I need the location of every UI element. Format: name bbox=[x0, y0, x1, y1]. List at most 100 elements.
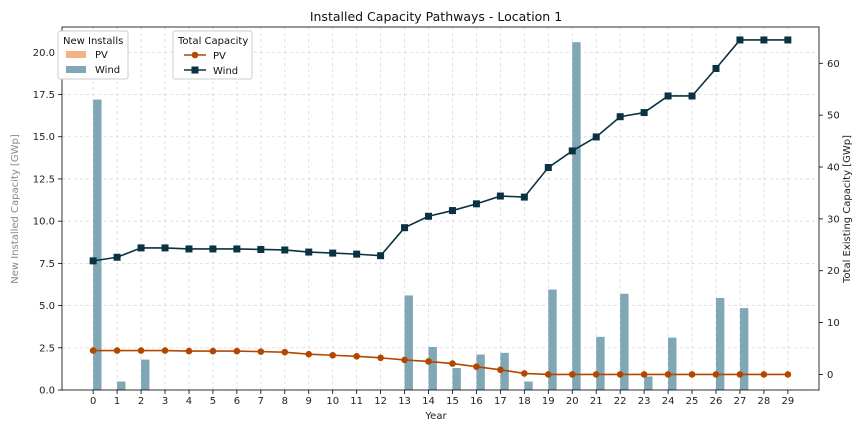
point-pv-17 bbox=[497, 366, 504, 374]
y-left-tick-label: 5.0 bbox=[39, 301, 55, 312]
point-pv-4 bbox=[185, 347, 193, 355]
legend-pv-line-label: PV bbox=[213, 51, 226, 62]
y-axis-label-left: New Installed Capacity [GWp] bbox=[10, 134, 21, 284]
x-tick-label: 18 bbox=[518, 396, 531, 407]
bar-wind-14 bbox=[428, 346, 437, 390]
ticks: 0 1 2 3 4 5 6 7 8 9 10 11 12 13 14 15 16 17 18 19 20 21 22 23 24… bbox=[33, 48, 840, 407]
x-tick-label: 28 bbox=[758, 396, 771, 407]
point-pv-27 bbox=[736, 371, 744, 378]
point-pv-12 bbox=[377, 354, 384, 362]
point-pv-10 bbox=[329, 351, 336, 359]
legend-new-installs-title: New Installs bbox=[63, 36, 123, 47]
point-wind-11 bbox=[353, 250, 361, 258]
legend-new-installs: New Installs PV Wind bbox=[57, 30, 129, 80]
point-pv-21 bbox=[592, 371, 600, 378]
point-pv-8 bbox=[281, 348, 289, 356]
legend-wind-bar-label: Wind bbox=[95, 65, 120, 76]
x-tick-label: 7 bbox=[258, 396, 264, 407]
point-pv-11 bbox=[353, 352, 360, 360]
point-pv-20 bbox=[568, 371, 576, 378]
x-tick-label: 11 bbox=[350, 396, 363, 407]
bar-wind-17 bbox=[500, 352, 509, 390]
y-left-tick-label: 12.5 bbox=[33, 174, 55, 185]
point-wind-22 bbox=[616, 113, 624, 121]
x-tick-label: 23 bbox=[638, 396, 651, 407]
y-left-tick-label: 10.0 bbox=[33, 217, 55, 228]
point-wind-20 bbox=[568, 147, 576, 155]
point-pv-7 bbox=[257, 348, 265, 355]
point-wind-16 bbox=[472, 200, 480, 208]
bar-wind-15 bbox=[452, 368, 461, 390]
x-tick-label: 29 bbox=[781, 396, 794, 407]
bar-wind-1 bbox=[117, 381, 126, 390]
legend-wind-line-label: Wind bbox=[213, 66, 238, 77]
x-tick-label: 26 bbox=[710, 396, 723, 407]
bar-wind-21 bbox=[596, 336, 605, 390]
x-tick-label: 13 bbox=[398, 396, 411, 407]
x-tick-label: 4 bbox=[186, 396, 192, 407]
point-wind-25 bbox=[688, 92, 696, 100]
point-pv-24 bbox=[664, 371, 672, 378]
point-pv-5 bbox=[209, 347, 217, 355]
x-tick-label: 15 bbox=[446, 396, 459, 407]
bar-wind-16 bbox=[476, 354, 485, 390]
x-tick-label: 17 bbox=[494, 396, 507, 407]
point-pv-26 bbox=[712, 371, 720, 378]
point-pv-1 bbox=[113, 347, 121, 354]
x-tick-label: 5 bbox=[210, 396, 216, 407]
point-wind-10 bbox=[329, 249, 337, 257]
x-tick-label: 12 bbox=[374, 396, 387, 407]
y-left-tick-label: 7.5 bbox=[39, 259, 55, 270]
bar-wind-23 bbox=[644, 376, 653, 390]
bar-wind-20 bbox=[572, 42, 581, 391]
line-wind-total bbox=[93, 39, 788, 262]
point-pv-19 bbox=[545, 371, 552, 378]
point-wind-8 bbox=[281, 246, 289, 254]
legend-total-capacity-title: Total Capacity bbox=[177, 36, 248, 47]
point-wind-26 bbox=[712, 64, 720, 72]
x-tick-label: 0 bbox=[90, 396, 96, 407]
y-left-tick-label: 0.0 bbox=[39, 386, 55, 397]
x-tick-label: 1 bbox=[114, 396, 120, 407]
lines bbox=[89, 36, 792, 378]
point-pv-23 bbox=[640, 371, 648, 378]
y-left-tick-label: 17.5 bbox=[33, 90, 55, 101]
point-pv-16 bbox=[473, 363, 480, 370]
y-left-tick-label: 15.0 bbox=[33, 132, 55, 143]
bar-wind-27 bbox=[739, 308, 749, 390]
point-wind-6 bbox=[233, 245, 241, 253]
legend-wind-line-marker bbox=[191, 66, 199, 74]
y-right-tick-label: 0 bbox=[827, 370, 833, 381]
x-tick-label: 19 bbox=[542, 396, 555, 407]
point-wind-4 bbox=[185, 245, 193, 253]
point-wind-28 bbox=[760, 36, 768, 44]
x-tick-label: 27 bbox=[734, 396, 747, 407]
x-tick-label: 3 bbox=[162, 396, 168, 407]
point-pv-3 bbox=[161, 347, 169, 354]
bar-wind-26 bbox=[715, 297, 725, 390]
point-pv-25 bbox=[688, 371, 696, 378]
y-right-tick-label: 20 bbox=[827, 266, 840, 277]
x-tick-label: 9 bbox=[306, 396, 312, 407]
line-pv-total bbox=[93, 349, 788, 376]
legend-pv-line-marker bbox=[191, 51, 199, 59]
bar-wind-2 bbox=[141, 359, 150, 390]
plot-frame bbox=[61, 26, 820, 391]
x-axis-label: Year bbox=[424, 411, 447, 422]
point-wind-15 bbox=[448, 207, 456, 215]
bar-wind-13 bbox=[404, 295, 413, 390]
legend-total-capacity: Total Capacity PV Wind bbox=[172, 30, 253, 80]
y-axis-label-right: Total Existing Capacity [GWp] bbox=[842, 135, 853, 284]
bar-wind-22 bbox=[620, 293, 629, 390]
point-wind-18 bbox=[520, 193, 528, 201]
point-pv-29 bbox=[784, 371, 792, 378]
x-tick-label: 10 bbox=[326, 396, 339, 407]
y-right-tick-label: 50 bbox=[827, 111, 840, 122]
y-right-tick-label: 40 bbox=[827, 163, 840, 174]
point-wind-7 bbox=[257, 245, 265, 253]
point-wind-14 bbox=[425, 212, 433, 220]
point-pv-22 bbox=[616, 371, 624, 378]
point-wind-21 bbox=[592, 133, 600, 141]
point-wind-13 bbox=[401, 224, 409, 232]
